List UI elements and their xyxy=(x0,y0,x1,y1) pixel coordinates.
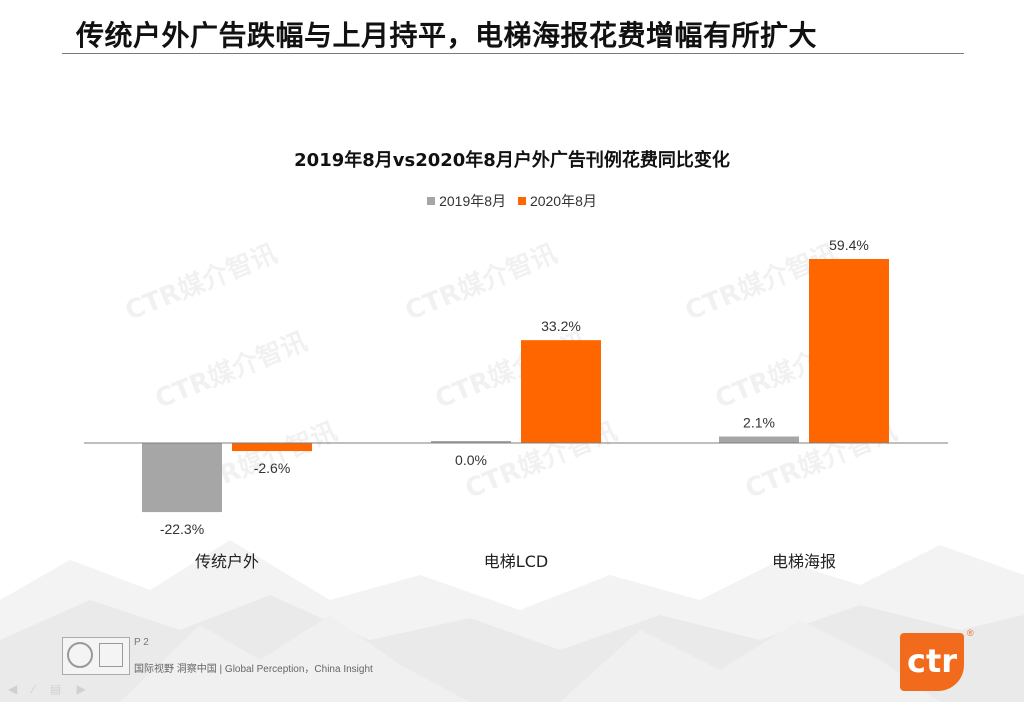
data-label: 2.1% xyxy=(743,414,775,430)
slide-nav-icons[interactable]: ◀ ⁄ ▤ ▶ xyxy=(8,682,92,696)
legend-label-2019: 2019年8月 xyxy=(439,193,507,209)
category-label: 传统户外 xyxy=(195,552,259,571)
category-label: 电梯LCD xyxy=(484,552,548,571)
registered-mark: ® xyxy=(967,628,974,638)
data-label: 59.4% xyxy=(829,237,869,253)
certification-seal-icon xyxy=(67,642,93,668)
data-label: 33.2% xyxy=(541,318,581,334)
certification-badges xyxy=(62,637,130,675)
bar-2020-0 xyxy=(232,443,312,452)
chart-title: 2019年8月vs2020年8月户外广告刊例花费同比变化 xyxy=(294,150,730,171)
legend-swatch-2020 xyxy=(517,197,526,205)
title-divider xyxy=(62,53,964,54)
data-label: -2.6% xyxy=(254,460,291,476)
ukas-badge-icon xyxy=(99,643,123,667)
legend-swatch-2019 xyxy=(427,197,436,205)
footer-slogan: 国际视野 洞察中国 | Global Perception，China Insi… xyxy=(134,664,373,675)
legend-item-2019: 2019年8月 xyxy=(427,191,506,211)
ctr-logo: ctr xyxy=(900,633,964,691)
page-title: 传统户外广告跌幅与上月持平，电梯海报花费增幅有所扩大 xyxy=(76,19,818,52)
bar-2020-1 xyxy=(521,340,601,443)
legend-item-2020: 2020年8月 xyxy=(517,191,597,211)
category-label: 电梯海报 xyxy=(772,552,836,571)
data-label: 0.0% xyxy=(455,452,487,468)
bar-2019-2 xyxy=(719,436,799,443)
data-label: -22.3% xyxy=(160,521,204,537)
bar-2019-1 xyxy=(431,441,511,443)
page-number: P 2 xyxy=(134,637,149,648)
chart-legend: 2019年8月 2020年8月 xyxy=(0,191,1024,211)
bar-2020-2 xyxy=(809,259,889,443)
legend-label-2020: 2020年8月 xyxy=(529,193,597,209)
bar-2019-0 xyxy=(142,443,222,513)
